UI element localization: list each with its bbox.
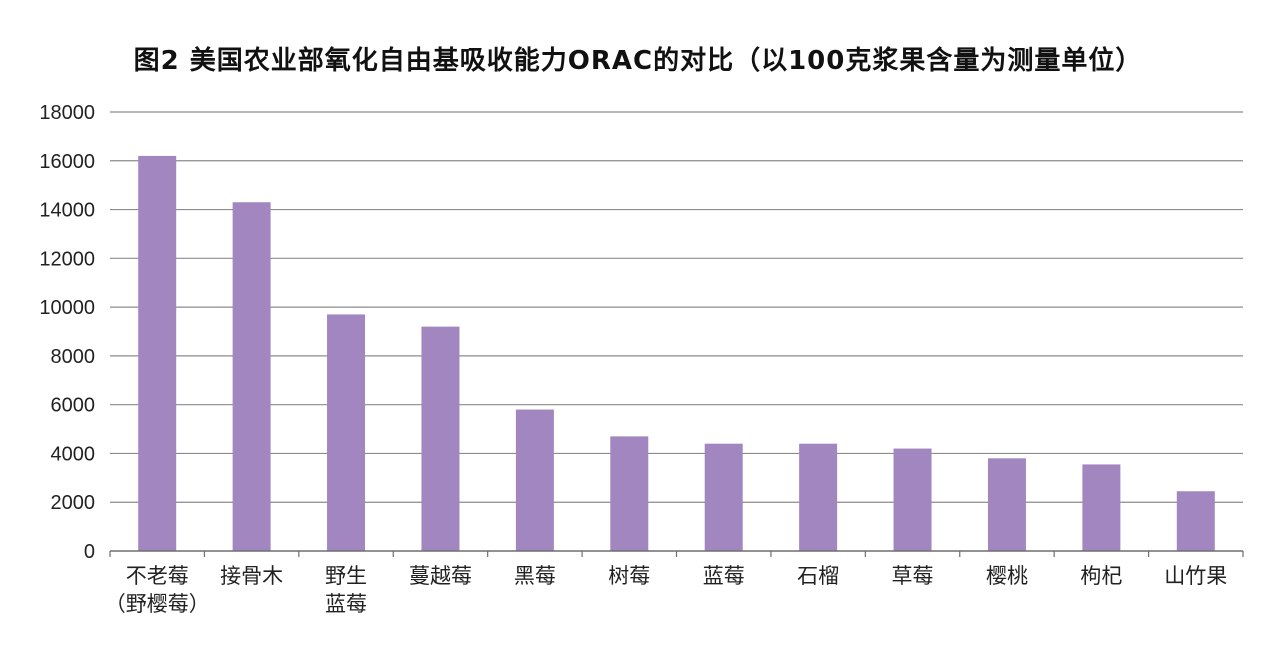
x-category-label: 蔓越莓 (409, 564, 472, 588)
x-category-label: 山竹果 (1164, 564, 1227, 588)
bar (138, 155, 177, 551)
y-tick-label: 8000 (51, 346, 96, 368)
y-tick-label: 6000 (51, 395, 96, 417)
x-category-label: 蓝莓 (703, 564, 745, 588)
y-tick-label: 16000 (39, 151, 95, 173)
bar (987, 458, 1026, 551)
axis-labels: 0 2000 4000 6000 8000 10000 12000 14000 16000 180… (39, 102, 1227, 616)
x-category-label: 野生蓝莓 (325, 564, 367, 616)
x-category-label: 枸杞 (1080, 564, 1122, 588)
y-tick-label: 4000 (51, 443, 96, 465)
x-category-label: 接骨木 (220, 564, 283, 588)
bar (515, 409, 554, 551)
x-category-label: 树莓 (608, 564, 650, 588)
x-category-label: 石榴 (797, 564, 839, 588)
bar (1082, 464, 1121, 551)
y-tick-label: 14000 (39, 200, 95, 222)
bar (1176, 491, 1215, 551)
chart-title: 图2 美国农业部氧化自由基吸收能力ORAC的对比（以100克浆果含量为测量单位） (133, 46, 1143, 76)
y-tick-label: 2000 (51, 492, 96, 514)
y-tick-label: 18000 (39, 102, 95, 124)
y-tick-label: 10000 (39, 297, 95, 319)
y-tick-label: 12000 (39, 248, 95, 270)
x-category-label: 樱桃 (986, 564, 1028, 588)
bar (327, 314, 366, 551)
bar (704, 443, 743, 551)
gridlines (110, 111, 1243, 503)
x-category-label: 不老莓（野樱莓） (105, 564, 210, 616)
x-category-label: 黑莓 (514, 564, 556, 588)
bar (893, 448, 932, 551)
axes (109, 550, 1244, 557)
bar (421, 326, 460, 551)
bar (799, 443, 838, 551)
bars (138, 155, 1215, 551)
bar (232, 202, 271, 551)
y-tick-label: 0 (84, 541, 95, 563)
bar (610, 436, 649, 551)
x-category-label: 草莓 (892, 564, 934, 588)
